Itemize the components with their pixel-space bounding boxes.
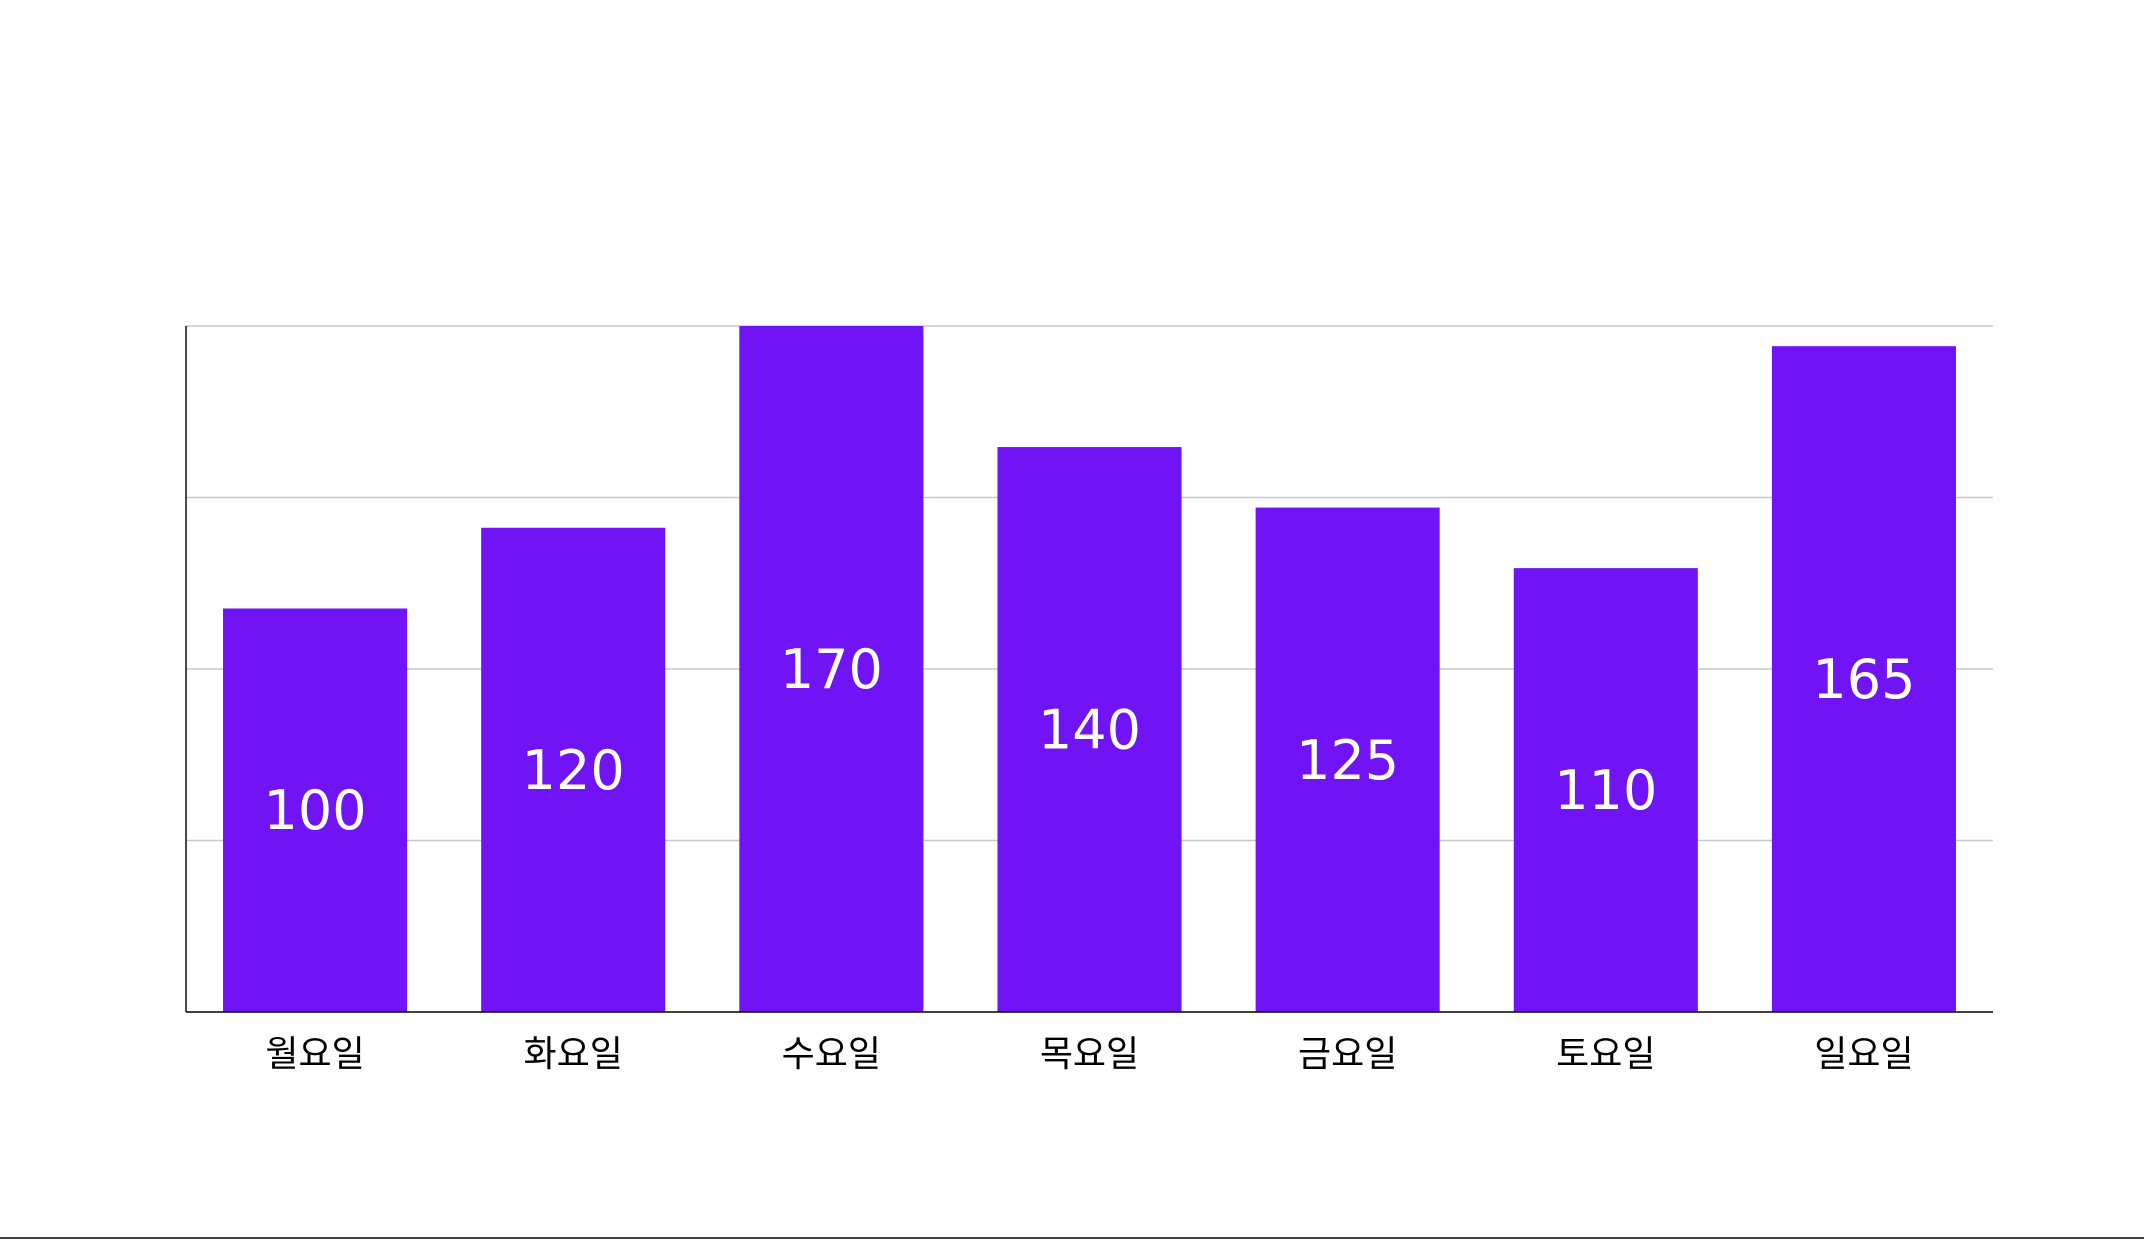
x-tick-label: 수요일	[782, 1034, 881, 1075]
bar-2	[481, 527, 666, 1012]
bar-6	[1513, 568, 1698, 1012]
bar-7	[1771, 346, 1956, 1012]
x-tick-labels: 월요일 화요일 수요일 목요일 금요일 토요일 일요일	[265, 1034, 1913, 1075]
bar-value-label: 165	[1812, 648, 1915, 711]
bars	[223, 326, 1956, 1012]
bar-value-label: 120	[522, 739, 625, 802]
x-tick-label: 일요일	[1814, 1034, 1913, 1075]
x-tick-label: 화요일	[524, 1034, 623, 1075]
x-tick-label: 월요일	[265, 1034, 364, 1075]
bar-value-label: 100	[264, 779, 367, 842]
bar-1	[223, 608, 408, 1012]
x-tick-label: 목요일	[1040, 1034, 1139, 1075]
bar-value-label: 140	[1038, 699, 1141, 762]
x-tick-label: 토요일	[1556, 1034, 1655, 1075]
bar-5	[1255, 507, 1440, 1012]
bar-value-labels: 100 120 170 140 125 110 165	[264, 638, 1916, 842]
bar-4	[997, 447, 1182, 1012]
bar-3	[739, 326, 924, 1012]
bar-value-label: 125	[1296, 729, 1399, 792]
bar-value-label: 110	[1554, 759, 1657, 822]
axes	[185, 326, 1993, 1013]
x-tick-label: 금요일	[1298, 1034, 1397, 1075]
bar-value-label: 170	[780, 638, 883, 701]
